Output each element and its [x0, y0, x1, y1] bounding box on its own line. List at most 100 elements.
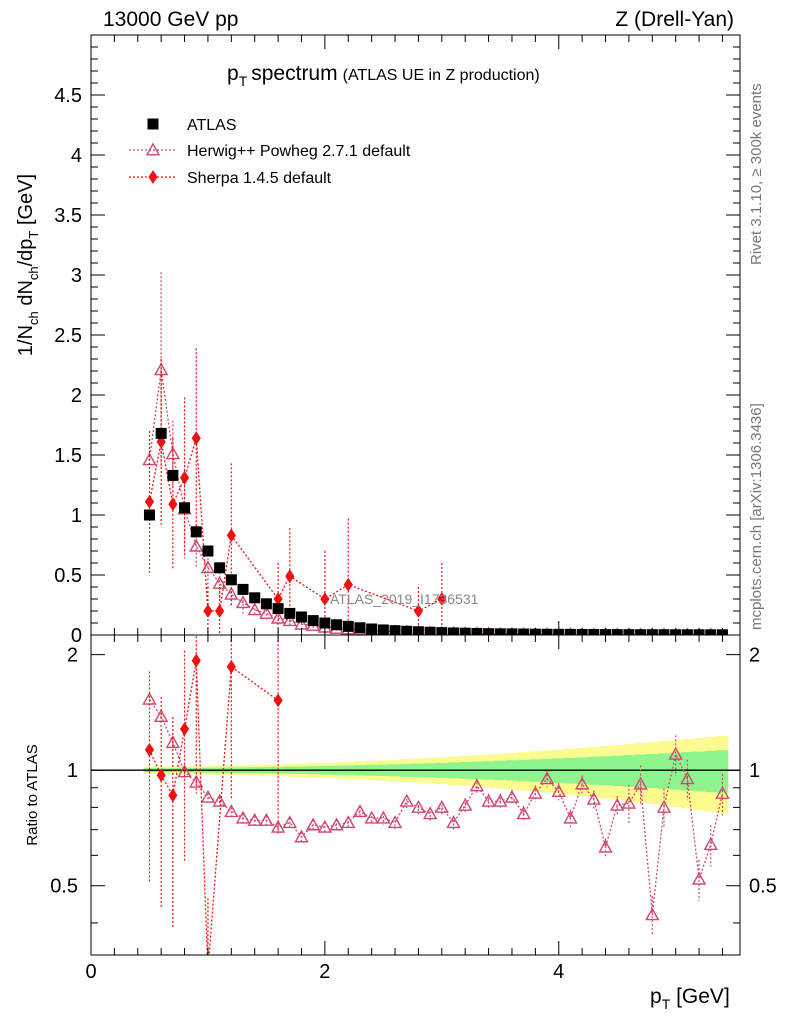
herwig-ratio-point [715, 785, 730, 799]
y-tick-label: 4 [71, 145, 82, 167]
legend-item: ATLAS [147, 117, 237, 134]
atlas-point [225, 574, 237, 586]
atlas-point [705, 629, 717, 635]
sherpa-point [179, 470, 190, 485]
legend: ATLAS Herwig++ Powheg 2.7.1 default Sherpa… [129, 117, 411, 187]
atlas-point [143, 509, 155, 521]
herwig-ratio-point [469, 778, 485, 792]
herwig-point [153, 362, 169, 376]
herwig-point [189, 538, 204, 552]
legend-label: Herwig++ Powheg 2.7.1 default [187, 143, 411, 160]
y-tick-label: 2.5 [54, 325, 82, 347]
atlas-point [377, 624, 389, 635]
herwig-ratio-point [434, 799, 450, 813]
chart-title: pT spectrum (ATLAS UE in Z production) [227, 62, 540, 89]
herwig-ratio-point [551, 784, 566, 797]
atlas-point [471, 627, 483, 635]
sherpa-point [203, 604, 213, 618]
herwig-ratio-point [165, 735, 181, 749]
herwig-point [235, 595, 251, 609]
herwig-ratio-point [376, 810, 391, 824]
herwig-point [282, 613, 297, 627]
herwig-ratio-point [329, 817, 344, 831]
sherpa-ratio-point [168, 788, 178, 803]
watermark: ATLAS_2019_I1736531 [330, 591, 479, 607]
legend-label: Sherpa 1.4.5 default [187, 170, 332, 187]
herwig-ratio-point [621, 795, 637, 809]
ratio-band-green [143, 750, 729, 793]
sherpa-point [226, 528, 236, 543]
atlas-point [260, 598, 272, 610]
y-axis-label: 1/Nch dNch/dpT [GeV] [15, 174, 41, 356]
atlas-point [588, 629, 600, 635]
ratio-tick-label-right: 1 [749, 760, 760, 782]
sherpa-line [148, 438, 443, 612]
herwig-ratio-point [294, 829, 309, 843]
herwig-ratio-point [504, 789, 520, 803]
atlas-point [295, 611, 307, 623]
atlas-point [424, 626, 436, 635]
y-tick-label: 3.5 [54, 205, 82, 227]
herwig-ratio-point [224, 804, 239, 818]
herwig-ratio-point [633, 776, 648, 790]
atlas-point [401, 625, 413, 635]
sherpa-ratio-point [156, 768, 166, 783]
legend-marker [145, 142, 161, 156]
legend-item: Sherpa 1.4.5 default [129, 170, 332, 187]
sherpa-ratio-point [273, 693, 283, 708]
ratio-y-axis-label: Ratio to ATLAS [24, 744, 41, 845]
y-tick-label: 0 [71, 625, 82, 647]
herwig-ratio-point [352, 804, 368, 818]
ratio-plot-frame [90, 634, 741, 956]
x-axis-label: pT [GeV] [650, 985, 730, 1012]
atlas-point [214, 562, 226, 574]
herwig-ratio-point [235, 810, 251, 824]
herwig-point [247, 602, 262, 616]
sherpa-ratio-point [191, 653, 201, 668]
herwig-ratio-point [259, 812, 274, 826]
legend-marker [147, 118, 159, 130]
atlas-point [190, 526, 202, 538]
legend-label: ATLAS [187, 117, 237, 134]
sherpa-point [168, 497, 178, 512]
herwig-ratio-point [539, 771, 555, 785]
atlas-point [202, 545, 214, 557]
ratio-tick-label: 1 [67, 760, 78, 782]
y-tick-label: 1.5 [54, 445, 82, 467]
header-left: 13000 GeV pp [103, 8, 239, 31]
sherpa-point [215, 604, 225, 618]
herwig-ratio-point [680, 771, 695, 785]
legend-item: Herwig++ Powheg 2.7.1 default [129, 142, 411, 160]
herwig-ratio-point [422, 806, 438, 820]
y-tick-label: 3 [71, 265, 82, 287]
sherpa-point [144, 494, 155, 509]
herwig-ratio-point [598, 839, 613, 853]
atlas-point [541, 628, 553, 635]
x-tick-label: 2 [319, 961, 330, 983]
atlas-point [354, 622, 366, 634]
herwig-ratio-point [411, 799, 426, 813]
sherpa-point [437, 592, 447, 606]
herwig-ratio-line [148, 698, 724, 915]
atlas-point [448, 627, 460, 635]
sherpa-ratio-point [179, 722, 190, 736]
legend-marker [148, 170, 158, 184]
atlas-point [237, 583, 249, 595]
atlas-point [518, 628, 530, 635]
herwig-ratio-point [656, 799, 672, 813]
ratio-uncertainty-bands [143, 735, 729, 814]
atlas-point [272, 603, 284, 615]
y-tick-label: 2 [71, 385, 82, 407]
herwig-ratio-point [691, 871, 707, 885]
x-tick-label: 4 [553, 961, 564, 983]
herwig-ratio-point [446, 815, 461, 829]
herwig-ratio-point [586, 791, 602, 805]
herwig-point [224, 586, 239, 600]
herwig-ratio-point [458, 797, 473, 811]
herwig-ratio-point [610, 797, 625, 811]
herwig-ratio-point [387, 815, 403, 829]
ratio-tick-label-right: 0.5 [749, 876, 777, 898]
sherpa-point [413, 604, 424, 618]
x-tick-label: 0 [85, 961, 96, 983]
herwig-ratio-point [516, 806, 531, 820]
